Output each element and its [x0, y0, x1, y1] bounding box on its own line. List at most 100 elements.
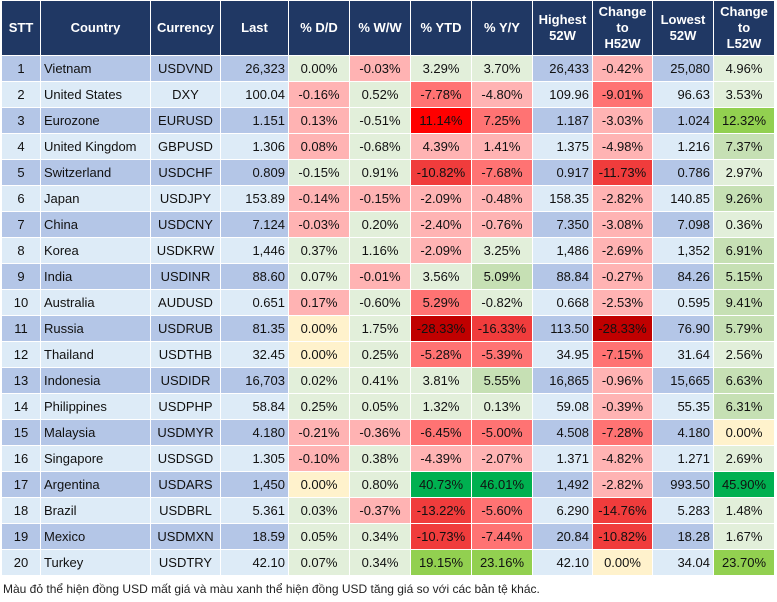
table-row: 1 Vietnam USDVND 26,323 0.00% -0.03% 3.29% 3.70…: [1, 55, 775, 82]
table-cell: 20: [1, 549, 41, 576]
table-cell: 5.79%: [713, 315, 775, 342]
table-cell: 0.25%: [349, 341, 411, 368]
table-cell: 3.70%: [471, 55, 533, 82]
table-cell: 13: [1, 367, 41, 394]
table-cell: 1.024: [652, 107, 714, 134]
table-cell: -7.44%: [471, 523, 533, 550]
table-cell: -2.09%: [410, 185, 472, 212]
table-cell: 0.41%: [349, 367, 411, 394]
table-cell: -0.16%: [288, 81, 350, 108]
column-header: % Y/Y: [471, 0, 533, 56]
table-cell: 0.651: [220, 289, 289, 316]
table-cell: Vietnam: [40, 55, 151, 82]
table-cell: 0.02%: [288, 367, 350, 394]
column-header: Currency: [150, 0, 221, 56]
table-cell: 12: [1, 341, 41, 368]
table-cell: 1.48%: [713, 497, 775, 524]
table-cell: 0.00%: [713, 419, 775, 446]
table-cell: 5.15%: [713, 263, 775, 290]
table-cell: Mexico: [40, 523, 151, 550]
table-cell: 9.41%: [713, 289, 775, 316]
table-cell: 0.91%: [349, 159, 411, 186]
table-cell: -5.60%: [471, 497, 533, 524]
table-cell: 19.15%: [410, 549, 472, 576]
table-cell: 3.29%: [410, 55, 472, 82]
table-cell: 0.00%: [288, 341, 350, 368]
table-cell: 16,865: [532, 367, 593, 394]
table-cell: 84.26: [652, 263, 714, 290]
table-cell: 4.180: [652, 419, 714, 446]
table-row: 14 Philippines USDPHP 58.84 0.25% 0.05% 1.32% 0…: [1, 393, 775, 420]
column-header: % YTD: [410, 0, 472, 56]
table-cell: -0.48%: [471, 185, 533, 212]
table-cell: EURUSD: [150, 107, 221, 134]
table-cell: -6.45%: [410, 419, 472, 446]
table-cell: 16,703: [220, 367, 289, 394]
table-cell: Singapore: [40, 445, 151, 472]
table-cell: -14.76%: [592, 497, 653, 524]
table-row: 7 China USDCNY 7.124 -0.03% 0.20% -2.40% -0.76%…: [1, 211, 775, 238]
table-cell: China: [40, 211, 151, 238]
table-cell: 23.16%: [471, 549, 533, 576]
table-cell: USDKRW: [150, 237, 221, 264]
column-header: Change to H52W: [592, 0, 653, 56]
table-cell: 4: [1, 133, 41, 160]
table-cell: United Kingdom: [40, 133, 151, 160]
table-cell: -0.03%: [349, 55, 411, 82]
table-cell: 1.375: [532, 133, 593, 160]
table-cell: USDBRL: [150, 497, 221, 524]
table-cell: -28.33%: [592, 315, 653, 342]
table-cell: 1,450: [220, 471, 289, 498]
table-cell: USDPHP: [150, 393, 221, 420]
table-cell: 0.36%: [713, 211, 775, 238]
table-cell: 2.56%: [713, 341, 775, 368]
table-cell: 5.55%: [471, 367, 533, 394]
table-cell: -5.39%: [471, 341, 533, 368]
column-header: Lowest 52W: [652, 0, 714, 56]
table-cell: 1.271: [652, 445, 714, 472]
table-cell: 140.85: [652, 185, 714, 212]
table-row: 8 Korea USDKRW 1,446 0.37% 1.16% -2.09% 3.25% 1,…: [1, 237, 775, 264]
table-cell: 0.13%: [471, 393, 533, 420]
table-cell: -10.73%: [410, 523, 472, 550]
table-cell: 0.05%: [349, 393, 411, 420]
table-cell: 2: [1, 81, 41, 108]
table-cell: -2.53%: [592, 289, 653, 316]
table-cell: 1: [1, 55, 41, 82]
table-cell: 42.10: [220, 549, 289, 576]
table-cell: 0.38%: [349, 445, 411, 472]
table-cell: -0.42%: [592, 55, 653, 82]
table-cell: 58.84: [220, 393, 289, 420]
table-cell: 0.00%: [288, 315, 350, 342]
table-cell: 0.37%: [288, 237, 350, 264]
table-cell: 0.07%: [288, 549, 350, 576]
table-cell: 8: [1, 237, 41, 264]
table-cell: -5.28%: [410, 341, 472, 368]
table-cell: 18.59: [220, 523, 289, 550]
table-cell: USDJPY: [150, 185, 221, 212]
table-cell: -0.15%: [349, 185, 411, 212]
table-cell: Brazil: [40, 497, 151, 524]
table-cell: 12.32%: [713, 107, 775, 134]
table-cell: -16.33%: [471, 315, 533, 342]
table-cell: 5.09%: [471, 263, 533, 290]
table-cell: 3.25%: [471, 237, 533, 264]
column-header: % W/W: [349, 0, 411, 56]
table-cell: 25,080: [652, 55, 714, 82]
table-cell: -2.82%: [592, 471, 653, 498]
table-cell: USDTHB: [150, 341, 221, 368]
table-cell: 6: [1, 185, 41, 212]
table-cell: 3.81%: [410, 367, 472, 394]
table-cell: 153.89: [220, 185, 289, 212]
column-header: Last: [220, 0, 289, 56]
table-cell: Korea: [40, 237, 151, 264]
table-row: 4 United Kingdom GBPUSD 1.306 0.08% -0.68% 4.3…: [1, 133, 775, 160]
table-cell: 11: [1, 315, 41, 342]
table-cell: 7.25%: [471, 107, 533, 134]
table-cell: -0.21%: [288, 419, 350, 446]
table-cell: 31.64: [652, 341, 714, 368]
table-cell: -0.39%: [592, 393, 653, 420]
table-cell: Argentina: [40, 471, 151, 498]
table-cell: 9.26%: [713, 185, 775, 212]
table-cell: 1.67%: [713, 523, 775, 550]
